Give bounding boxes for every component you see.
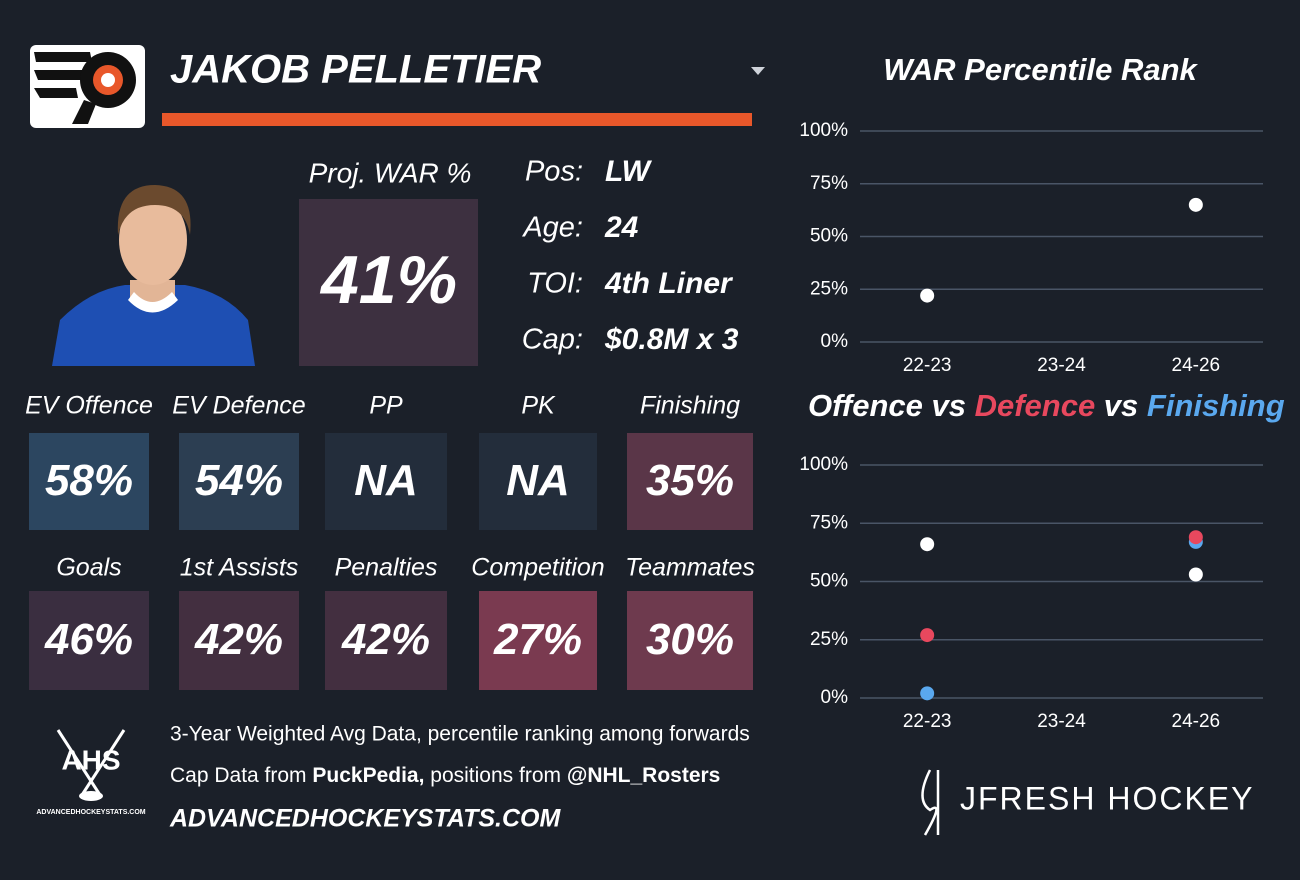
ahs-logo: AHS ADVANCEDHOCKEYSTATS.COM	[36, 729, 146, 816]
tile-label: Finishing	[640, 392, 740, 420]
info-value: 4th Liner	[604, 267, 734, 300]
footer-line: Cap Data from PuckPedia, positions from …	[170, 764, 720, 787]
y-tick-label: 0%	[821, 687, 849, 708]
tile-label: Goals	[56, 554, 121, 582]
data-point	[920, 686, 935, 701]
footer-text: positions from	[424, 764, 566, 787]
tile-box	[325, 591, 447, 690]
tile-label: PP	[369, 392, 403, 420]
x-tick-label: 22-23	[903, 355, 952, 376]
tile-box	[479, 433, 597, 530]
tile-label: EV Offence	[25, 392, 153, 420]
title-part: Finishing	[1147, 388, 1285, 423]
y-tick-label: 75%	[810, 173, 848, 194]
info-label: Age:	[521, 212, 583, 244]
brand-name: JFRESH HOCKEY	[960, 780, 1254, 816]
tile-value: NA	[506, 456, 570, 505]
team-logo	[30, 45, 145, 128]
tile-value: 42%	[194, 615, 283, 664]
y-tick-label: 100%	[799, 454, 848, 475]
tile-box	[479, 591, 597, 690]
y-tick-label: 75%	[810, 512, 848, 533]
footer-link: PuckPedia,	[312, 764, 424, 787]
tile-box	[627, 433, 753, 530]
ahs-text: AHS	[61, 744, 120, 775]
dropdown-arrow[interactable]	[751, 67, 765, 75]
name-underline	[162, 113, 752, 126]
data-point	[1188, 567, 1203, 582]
data-point	[920, 288, 935, 303]
site-url: ADVANCEDHOCKEYSTATS.COM	[169, 805, 561, 833]
tile-value: 46%	[44, 615, 133, 664]
brand-logo	[921, 769, 940, 836]
title-part: Offence	[808, 388, 923, 423]
x-tick-label: 23-24	[1037, 711, 1086, 732]
tile-box	[29, 591, 149, 690]
chart-title: WAR Percentile Rank	[883, 52, 1198, 87]
y-tick-label: 0%	[821, 331, 849, 352]
title-part: Defence	[975, 388, 1096, 423]
tile-value: 35%	[646, 456, 734, 505]
tile-label: 1st Assists	[180, 554, 299, 582]
tile-box	[627, 591, 753, 690]
charts: WAR Percentile Rank 0% 25% 50% 75% 100% 22-23 2…	[799, 52, 1284, 732]
info-label: Pos:	[525, 156, 583, 188]
info-label: TOI:	[527, 268, 583, 300]
tile-label: Teammates	[625, 554, 755, 582]
player-photo	[52, 185, 255, 366]
x-tick-label: 22-23	[903, 711, 952, 732]
x-tick-label: 24-26	[1172, 355, 1221, 376]
title-part: vs	[923, 388, 975, 423]
tile-label: Competition	[471, 554, 604, 582]
tile-value: 42%	[341, 615, 430, 664]
y-tick-label: 25%	[810, 278, 848, 299]
x-tick-label: 24-26	[1172, 711, 1221, 732]
y-tick-label: 50%	[810, 226, 848, 247]
info-value: LW	[605, 155, 653, 188]
proj-box	[299, 199, 478, 366]
info-value: 24	[604, 211, 639, 244]
tile-value: 54%	[195, 456, 283, 505]
footer-line: 3-Year Weighted Avg Data, percentile ran…	[170, 723, 750, 746]
info-value: $0.8M x 3	[604, 323, 739, 356]
y-tick-label: 50%	[810, 571, 848, 592]
y-tick-label: 100%	[799, 120, 848, 141]
y-tick-label: 25%	[810, 629, 848, 650]
data-point	[920, 537, 935, 552]
x-tick-label: 23-24	[1037, 355, 1086, 376]
tile-box	[29, 433, 149, 530]
tile-label: Penalties	[335, 554, 438, 582]
tile-label: EV Defence	[172, 392, 305, 420]
footer-link: @NHL_Rosters	[567, 764, 721, 787]
tile-value: NA	[354, 456, 418, 505]
proj-label: Proj. WAR %	[309, 157, 472, 188]
data-point	[1188, 197, 1203, 212]
footer-text: Cap Data from	[170, 764, 312, 787]
chart-title: Offence vs Defence vs Finishing	[808, 388, 1285, 423]
tile-value: 27%	[493, 615, 582, 664]
tile-box	[179, 433, 299, 530]
title-part: vs	[1095, 388, 1147, 423]
tile-value: 58%	[45, 456, 133, 505]
stat-tiles: EV Offence 58% EV Defence 54% PP NA PK NA Finish…	[25, 392, 755, 690]
proj-value: 41%	[319, 242, 457, 318]
data-point	[1188, 530, 1203, 545]
player-name: JAKOB PELLETIER	[170, 48, 541, 92]
tile-box	[179, 591, 299, 690]
tile-value: 30%	[646, 615, 734, 664]
tile-box	[325, 433, 447, 530]
data-point	[920, 628, 935, 643]
player-info: Pos: LW Age: 24 TOI: 4th Liner Cap: $0.8M x 3	[521, 155, 738, 356]
tile-label: PK	[521, 392, 556, 420]
info-label: Cap:	[522, 324, 583, 356]
ahs-small: ADVANCEDHOCKEYSTATS.COM	[36, 809, 145, 816]
